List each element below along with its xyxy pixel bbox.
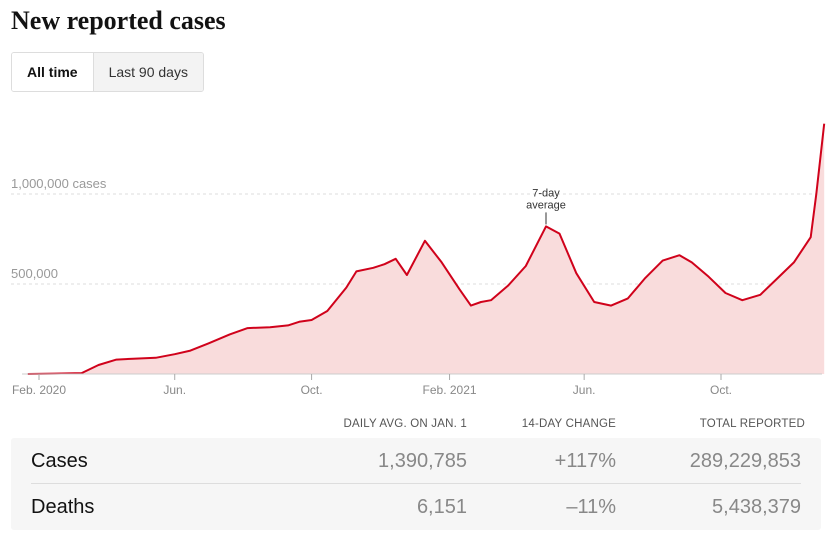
x-tick-label: Feb. 2021 (423, 383, 477, 397)
last-90-days-button[interactable]: Last 90 days (93, 53, 203, 91)
daily-avg-value: 6,151 (416, 496, 467, 518)
row-label: Cases (31, 450, 88, 472)
y-tick-label: 500,000 (11, 266, 58, 281)
cases-chart: 500,000 1,000,000 cases Feb. 2020 Jun. Oct. F… (11, 123, 826, 397)
row-label: Deaths (31, 496, 95, 518)
total-value: 5,438,379 (712, 496, 801, 518)
page-title: New reported cases (11, 6, 226, 35)
daily-avg-value: 1,390,785 (378, 450, 467, 472)
area-fill (27, 123, 825, 374)
header-daily-avg: DAILY AVG. ON JAN. 1 (343, 418, 467, 430)
change-value: –11% (566, 496, 616, 518)
table-row-cases: Cases 1,390,785 +117% 289,229,853 (31, 438, 801, 484)
all-time-button[interactable]: All time (12, 53, 94, 91)
series-line (27, 123, 826, 375)
time-range-toggle: All time Last 90 days (11, 52, 204, 92)
annotation-text: average (526, 199, 566, 211)
annotation-text: 7-day (532, 187, 560, 199)
x-tick-label: Jun. (573, 383, 596, 397)
x-tick-label: Feb. 2020 (12, 383, 66, 397)
x-tick-label: Oct. (710, 383, 732, 397)
y-tick-label: 1,000,000 cases (11, 176, 107, 191)
x-tick-label: Jun. (163, 383, 186, 397)
header-14-day-change: 14-DAY CHANGE (521, 418, 616, 430)
total-value: 289,229,853 (689, 450, 801, 472)
change-value: +117% (554, 450, 616, 472)
table-row-deaths: Deaths 6,151 –11% 5,438,379 (31, 484, 801, 529)
x-tick-label: Oct. (301, 383, 323, 397)
header-total-reported: TOTAL REPORTED (699, 418, 805, 430)
